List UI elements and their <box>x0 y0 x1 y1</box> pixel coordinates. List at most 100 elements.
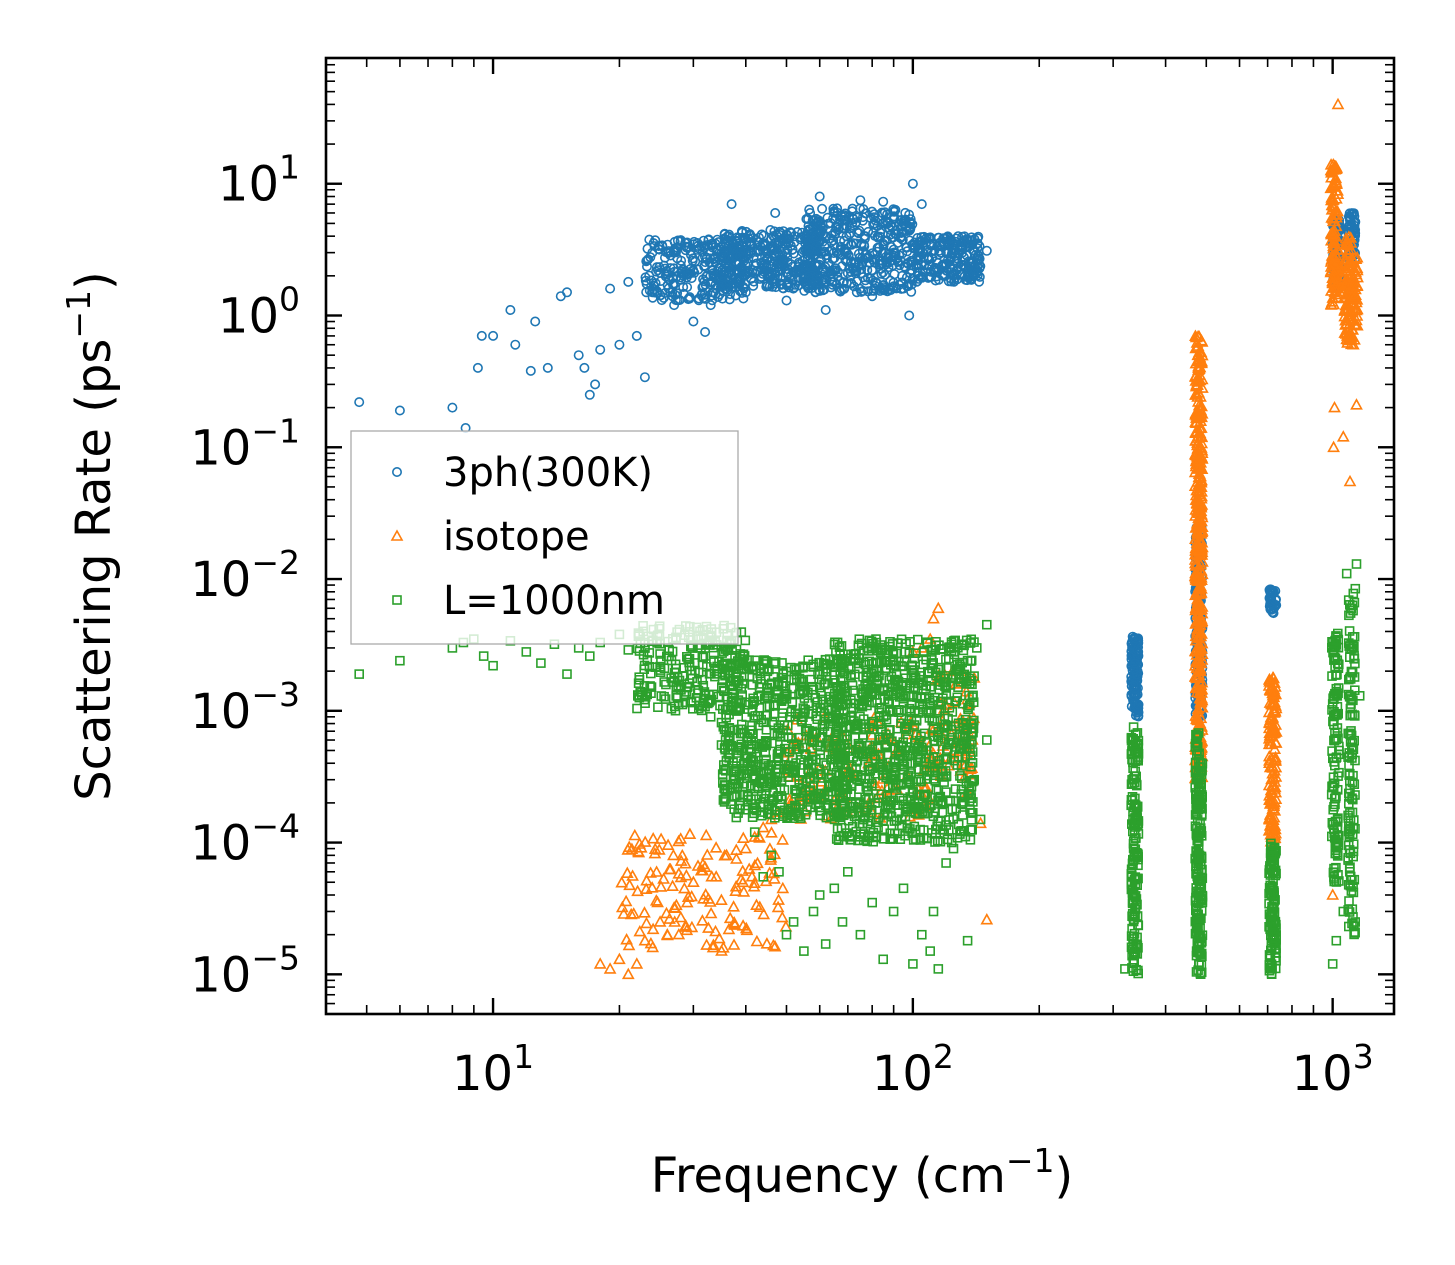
data-point-triangle <box>736 919 750 931</box>
data-point-square <box>897 759 908 770</box>
data-point-square <box>790 784 800 795</box>
data-point-square <box>885 834 896 845</box>
data-point-circle <box>724 252 735 263</box>
data-point-circle <box>764 270 775 281</box>
data-point-circle <box>878 196 889 207</box>
data-point-triangle <box>1263 716 1277 729</box>
data-point-square <box>731 748 742 758</box>
data-point-triangle <box>652 843 666 855</box>
data-point-triangle <box>1196 381 1209 393</box>
data-point-square <box>1127 870 1137 881</box>
data-point-square <box>935 836 946 847</box>
data-point-square <box>1127 819 1137 829</box>
data-point-triangle <box>698 860 712 873</box>
data-point-circle <box>916 260 927 271</box>
data-point-square <box>842 739 853 750</box>
data-point-circle <box>669 300 680 311</box>
data-point-triangle <box>1191 595 1205 607</box>
data-point-circle <box>1267 607 1278 618</box>
data-point-circle <box>885 285 896 296</box>
data-point-triangle <box>1194 636 1208 649</box>
data-point-square <box>940 719 951 730</box>
data-point-triangle <box>667 848 680 861</box>
data-point-square <box>872 697 882 708</box>
data-point-triangle <box>1194 504 1208 517</box>
data-point-circle <box>561 287 572 298</box>
data-point-circle <box>946 251 957 262</box>
data-point-square <box>896 814 907 825</box>
data-point-square <box>812 714 823 725</box>
data-point-circle <box>782 268 793 279</box>
data-point-triangle <box>776 833 789 845</box>
data-point-square <box>916 776 926 787</box>
data-point-square <box>959 792 970 803</box>
data-point-square <box>892 731 903 742</box>
data-point-circle <box>862 272 873 283</box>
data-point-triangle <box>1192 353 1205 366</box>
data-point-square <box>1130 891 1141 901</box>
data-point-triangle <box>680 869 693 881</box>
data-point-circle <box>937 269 948 280</box>
data-point-triangle <box>739 921 753 934</box>
data-point-triangle <box>1344 236 1358 248</box>
data-point-circle <box>733 273 744 284</box>
data-point-triangle <box>653 915 667 927</box>
data-point-triangle <box>1348 289 1362 302</box>
data-point-triangle <box>667 901 681 913</box>
data-point-square <box>867 781 877 791</box>
data-point-circle <box>870 254 881 265</box>
data-point-circle <box>700 293 711 304</box>
data-point-circle <box>866 206 877 217</box>
data-point-square <box>1126 800 1136 811</box>
data-point-square <box>885 774 896 784</box>
data-point-triangle <box>1265 823 1278 835</box>
data-point-square <box>922 791 932 802</box>
data-point-square <box>1131 847 1142 858</box>
data-point-square <box>1132 813 1142 823</box>
data-point-square <box>964 780 974 791</box>
data-point-triangle <box>663 912 676 924</box>
data-point-square <box>840 731 850 741</box>
data-point-square <box>928 774 939 784</box>
data-point-circle <box>644 234 655 245</box>
data-point-square <box>849 649 860 660</box>
data-point-triangle <box>1267 829 1280 842</box>
data-point-square <box>634 646 645 656</box>
data-point-triangle <box>980 913 994 925</box>
data-point-square <box>955 771 965 781</box>
data-point-circle <box>867 265 878 276</box>
data-point-circle <box>879 284 890 295</box>
data-point-square <box>780 681 791 691</box>
data-point-triangle <box>1191 671 1205 684</box>
data-point-triangle <box>672 867 686 879</box>
data-point-triangle <box>764 851 778 863</box>
data-point-square <box>844 746 855 756</box>
data-point-square <box>832 721 842 732</box>
data-point-square <box>773 686 783 697</box>
data-point-square <box>873 762 884 773</box>
data-point-square <box>803 698 814 709</box>
data-point-square <box>911 714 922 725</box>
data-point-square <box>804 734 815 745</box>
data-point-triangle <box>736 875 750 888</box>
data-point-triangle <box>715 944 728 956</box>
data-point-square <box>677 699 688 710</box>
data-point-square <box>830 637 840 648</box>
data-point-square <box>966 761 976 772</box>
data-point-triangle <box>617 907 631 919</box>
data-point-square <box>835 648 846 659</box>
data-point-circle <box>579 362 590 373</box>
data-point-square <box>816 793 827 803</box>
data-point-square <box>919 801 930 812</box>
data-point-circle <box>941 260 952 271</box>
data-point-circle <box>641 261 652 272</box>
data-point-circle <box>900 207 911 218</box>
data-point-square <box>930 775 941 786</box>
data-point-square <box>784 764 795 774</box>
data-point-triangle <box>1268 752 1282 764</box>
data-point-circle <box>655 267 666 278</box>
data-point-circle <box>777 238 788 249</box>
data-point-square <box>795 688 806 699</box>
data-point-square <box>949 755 960 766</box>
data-point-triangle <box>709 924 722 937</box>
